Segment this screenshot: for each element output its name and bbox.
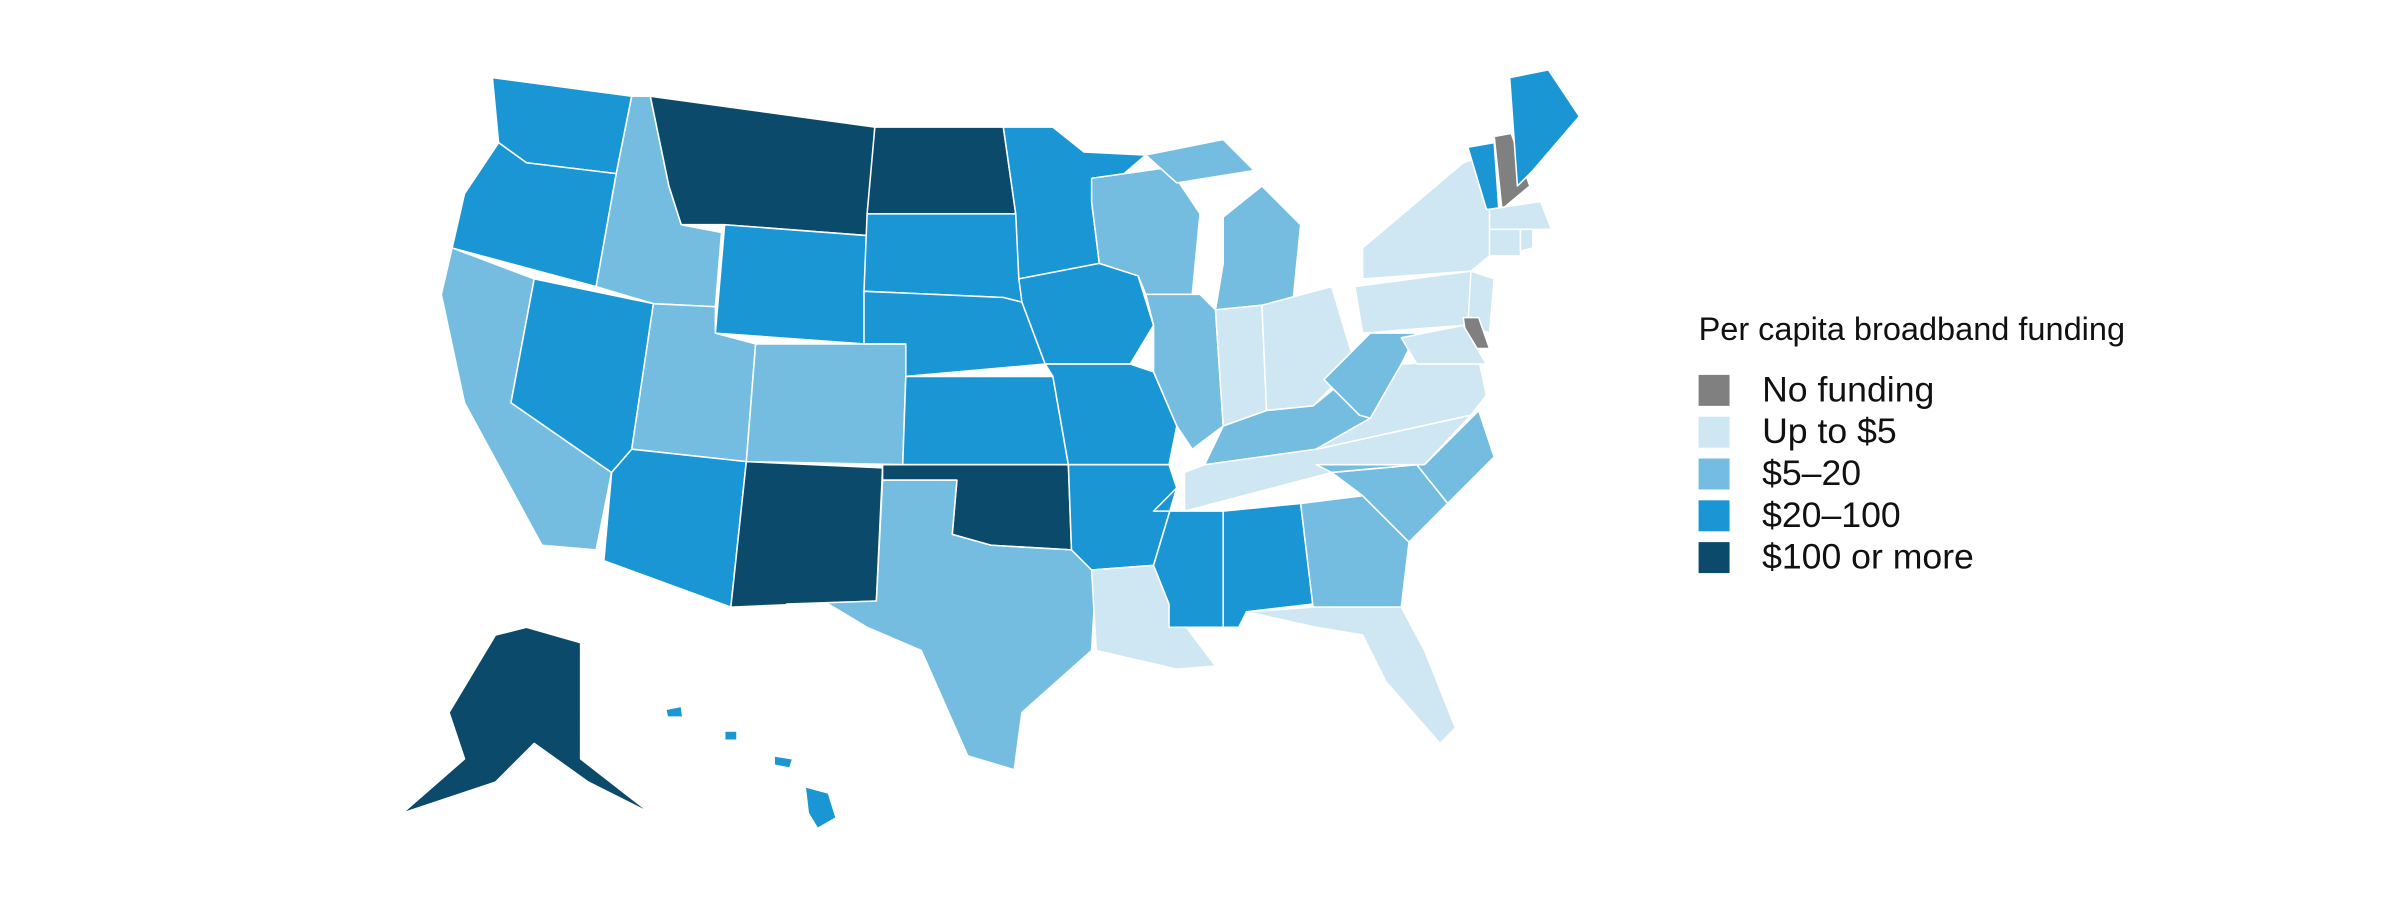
state xyxy=(1493,132,1531,210)
state xyxy=(1214,185,1302,311)
state xyxy=(1018,262,1155,365)
legend-swatch xyxy=(1698,542,1730,574)
state xyxy=(863,290,1046,378)
state xyxy=(723,730,738,742)
legend-swatch xyxy=(1698,500,1730,532)
legend-swatch xyxy=(1698,416,1730,448)
state xyxy=(1183,414,1472,512)
state xyxy=(785,479,1098,771)
state xyxy=(649,95,876,237)
state xyxy=(1145,138,1255,184)
legend: Per capita broadband funding No fundingU… xyxy=(1698,311,2125,577)
state xyxy=(1508,69,1581,187)
state xyxy=(1214,304,1268,427)
legend-swatch xyxy=(1698,458,1730,490)
state xyxy=(714,223,868,345)
state xyxy=(1299,494,1410,608)
state xyxy=(1315,409,1495,505)
legend-title: Per capita broadband funding xyxy=(1699,311,2125,347)
state xyxy=(1044,363,1178,466)
state xyxy=(773,755,794,769)
state xyxy=(804,786,837,830)
state xyxy=(603,448,748,608)
state xyxy=(1488,200,1553,231)
state-layer xyxy=(401,69,1581,830)
state xyxy=(1400,324,1488,365)
state xyxy=(1361,154,1491,280)
legend-swatch xyxy=(1698,374,1730,406)
state xyxy=(730,460,884,608)
state xyxy=(1145,293,1224,450)
state xyxy=(863,213,1023,303)
state xyxy=(901,375,1070,466)
state xyxy=(665,705,684,718)
state xyxy=(1519,228,1534,252)
legend-label: Up to $5 xyxy=(1762,411,1897,451)
state xyxy=(1488,228,1522,257)
state xyxy=(1245,606,1457,745)
legend-label: No funding xyxy=(1762,369,1934,409)
state xyxy=(401,626,652,814)
legend-label: $100 or more xyxy=(1762,537,1974,577)
legend-label: $20–100 xyxy=(1762,495,1901,535)
state xyxy=(866,126,1017,215)
legend-label: $5–20 xyxy=(1762,453,1861,493)
state xyxy=(745,343,907,466)
